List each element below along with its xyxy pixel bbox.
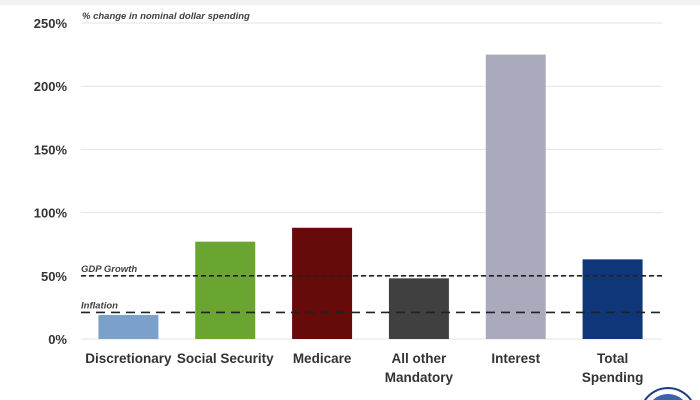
bar [485,54,546,339]
bar [98,314,159,339]
y-tick-label: 150% [34,142,68,157]
bar [292,227,353,339]
x-tick-label: Total [597,351,628,366]
y-tick-label: 0% [48,332,67,347]
chart-title: % change in nominal dollar spending [82,11,250,22]
bar [582,259,643,339]
y-tick-label: 250% [34,16,68,31]
bar [388,278,449,339]
reference-line-label: Inflation [81,300,118,311]
top-band [0,0,700,5]
y-tick-label: 50% [41,269,67,284]
x-tick-label: Social Security [177,351,274,366]
logo [643,386,693,400]
x-tick-label: Discretionary [85,351,172,366]
logo-seal-inner [652,393,684,400]
x-tick-label: Interest [491,351,540,366]
bar [195,241,256,339]
x-tick-label: Medicare [293,351,352,366]
x-tick-label: All other [392,351,447,366]
y-tick-label: 200% [34,79,68,94]
y-tick-label: 100% [34,206,68,221]
reference-line-label: GDP Growth [81,264,137,275]
x-tick-label: Spending [582,370,644,385]
x-tick-label: Mandatory [385,370,454,385]
